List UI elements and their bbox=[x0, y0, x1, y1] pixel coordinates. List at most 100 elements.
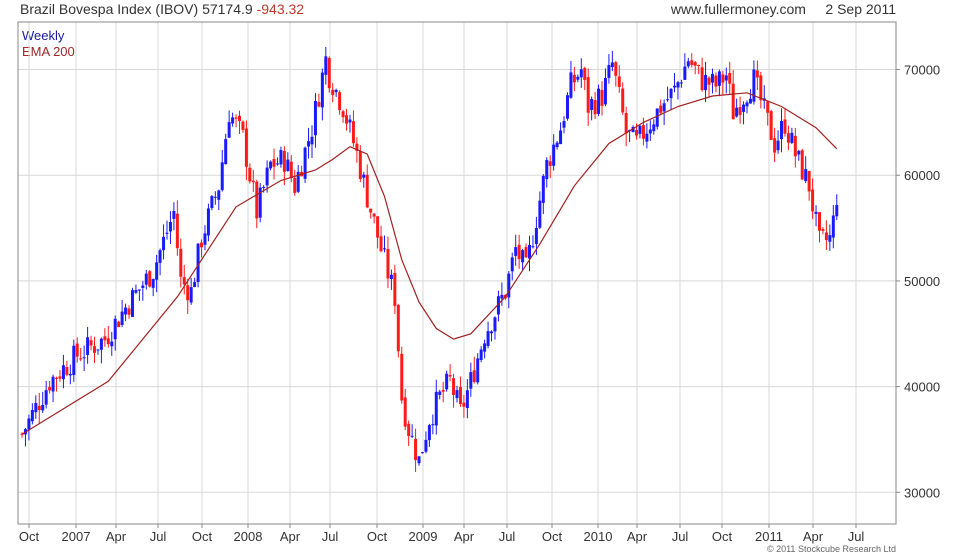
y-tick-label: 40000 bbox=[904, 380, 940, 395]
candle-body bbox=[669, 88, 673, 99]
x-tick-label: 2010 bbox=[584, 529, 613, 544]
candle-body bbox=[814, 211, 818, 214]
candle-body bbox=[313, 100, 317, 136]
candle-body bbox=[106, 338, 110, 345]
candle-body bbox=[320, 72, 324, 108]
x-tick-label: Oct bbox=[712, 529, 733, 544]
candle-body bbox=[811, 189, 815, 212]
x-tick-label: Oct bbox=[192, 529, 213, 544]
candle-body bbox=[697, 64, 701, 66]
candle-body bbox=[742, 104, 746, 112]
candle-body bbox=[569, 72, 573, 98]
candle-body bbox=[376, 216, 380, 238]
candle-body bbox=[652, 124, 656, 132]
candle-body bbox=[824, 232, 828, 241]
x-tick-label: Jul bbox=[499, 529, 516, 544]
candle-body bbox=[272, 158, 276, 167]
candle-body bbox=[203, 233, 207, 245]
x-tick-label: Apr bbox=[106, 529, 127, 544]
candle-body bbox=[175, 213, 179, 249]
candle-body bbox=[389, 274, 393, 279]
candle-body bbox=[269, 161, 273, 169]
candle-body bbox=[220, 162, 224, 191]
candle-body bbox=[776, 140, 780, 151]
candle-body bbox=[593, 100, 597, 115]
candle-body bbox=[75, 343, 79, 357]
candle-body bbox=[617, 76, 621, 87]
candle-body bbox=[282, 150, 286, 172]
candle-body bbox=[659, 105, 663, 113]
candle-body bbox=[137, 289, 141, 291]
candle-body bbox=[673, 85, 676, 88]
candle-body bbox=[583, 68, 587, 80]
candle-body bbox=[541, 175, 545, 203]
candle-body bbox=[766, 101, 770, 113]
candle-body bbox=[493, 317, 497, 332]
candle-body bbox=[531, 246, 535, 248]
candle-body bbox=[748, 98, 752, 104]
candle-body bbox=[690, 60, 694, 65]
candle-body bbox=[65, 367, 69, 375]
site-url[interactable]: www.fullermoney.com bbox=[670, 1, 806, 17]
candle-body bbox=[579, 69, 583, 78]
candle-body bbox=[124, 307, 128, 315]
candle-body bbox=[383, 248, 386, 250]
candle-body bbox=[365, 174, 369, 208]
candle-body bbox=[275, 163, 279, 165]
candle-body bbox=[193, 282, 197, 287]
candle-body bbox=[559, 130, 563, 145]
candle-body bbox=[648, 129, 652, 134]
candle-body bbox=[130, 290, 134, 318]
candle-body bbox=[420, 452, 424, 454]
candle-body bbox=[151, 278, 155, 288]
candle-body bbox=[158, 250, 162, 263]
candle-body bbox=[165, 232, 169, 234]
candle-body bbox=[241, 121, 245, 130]
candle-body bbox=[44, 390, 48, 405]
candle-body bbox=[427, 425, 431, 441]
candle-body bbox=[693, 62, 697, 66]
candle-body bbox=[714, 75, 718, 87]
candle-body bbox=[514, 247, 518, 256]
candle-body bbox=[565, 95, 569, 119]
candle-body bbox=[496, 296, 500, 315]
candle-body bbox=[555, 142, 559, 148]
candle-body bbox=[358, 150, 362, 179]
candle-body bbox=[534, 227, 538, 245]
y-tick-label: 60000 bbox=[904, 168, 940, 183]
candle-body bbox=[403, 397, 407, 427]
candle-body bbox=[821, 229, 825, 231]
candle-body bbox=[117, 321, 121, 328]
candle-body bbox=[182, 277, 186, 285]
candle-body bbox=[479, 349, 483, 360]
candle-body bbox=[790, 132, 794, 143]
candle-body bbox=[645, 133, 649, 142]
candle-body bbox=[372, 213, 376, 217]
x-tick-label: Apr bbox=[280, 529, 301, 544]
candle-body bbox=[486, 331, 490, 346]
candle-body bbox=[562, 121, 566, 128]
candle-body bbox=[510, 257, 514, 272]
ema-200-line bbox=[21, 92, 838, 435]
candle-body bbox=[448, 375, 452, 377]
x-tick-label: Oct bbox=[542, 529, 563, 544]
candle-body bbox=[379, 236, 383, 252]
plot-frame bbox=[17, 21, 897, 525]
candle-body bbox=[828, 235, 832, 242]
candle-body bbox=[86, 337, 90, 355]
candle-body bbox=[818, 212, 821, 231]
candle-body bbox=[155, 262, 159, 280]
candle-body bbox=[286, 159, 290, 172]
candle-body bbox=[755, 70, 759, 78]
candle-body bbox=[110, 341, 114, 347]
candle-body bbox=[528, 244, 531, 259]
candle-body bbox=[607, 65, 611, 78]
candle-body bbox=[800, 150, 804, 180]
candle-body bbox=[393, 272, 397, 306]
candle-body bbox=[307, 141, 311, 147]
candle-body bbox=[438, 391, 442, 395]
candle-body bbox=[79, 358, 83, 360]
candle-body bbox=[369, 208, 373, 213]
candle-body bbox=[735, 107, 739, 117]
